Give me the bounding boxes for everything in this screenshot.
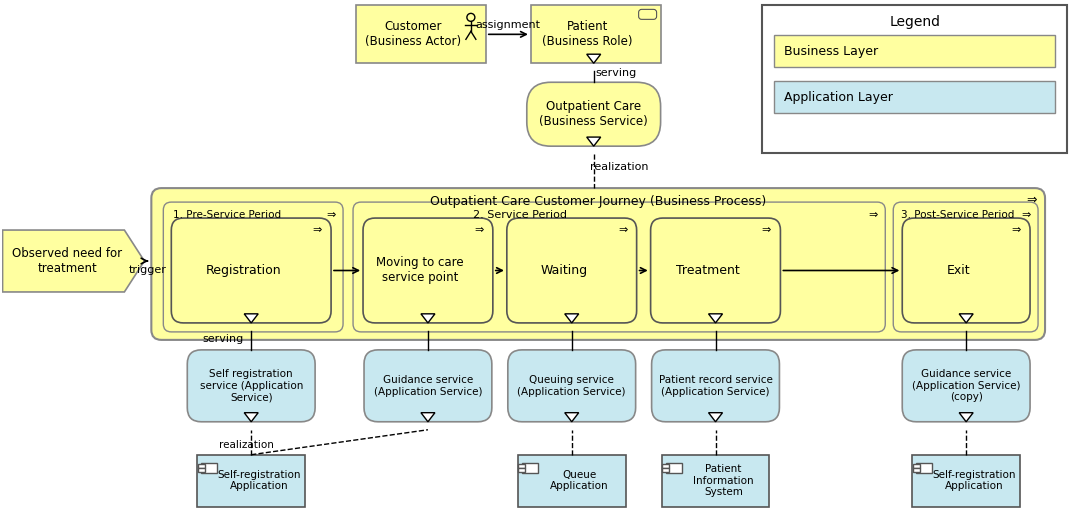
- Text: ⇒: ⇒: [618, 225, 628, 235]
- Bar: [916, 463, 932, 473]
- Polygon shape: [245, 314, 259, 323]
- Text: assignment: assignment: [475, 20, 541, 30]
- Text: realization: realization: [219, 440, 274, 450]
- Bar: [662, 467, 670, 472]
- Bar: [197, 455, 305, 507]
- Text: ⇒: ⇒: [326, 210, 336, 220]
- FancyBboxPatch shape: [651, 350, 779, 422]
- Text: 2. Service Period: 2. Service Period: [473, 210, 567, 220]
- Text: Queue
Application: Queue Application: [550, 470, 609, 491]
- Text: Patient
(Business Role): Patient (Business Role): [543, 20, 633, 48]
- Text: ⇒: ⇒: [312, 225, 322, 235]
- Text: Observed need for
treatment: Observed need for treatment: [13, 247, 122, 275]
- FancyBboxPatch shape: [363, 218, 493, 323]
- Bar: [662, 464, 670, 467]
- Text: Guidance service
(Application Service): Guidance service (Application Service): [373, 375, 482, 396]
- FancyBboxPatch shape: [902, 218, 1030, 323]
- Bar: [665, 463, 681, 473]
- Text: Customer
(Business Actor): Customer (Business Actor): [365, 20, 461, 48]
- Text: Self registration
service (Application
Service): Self registration service (Application S…: [200, 369, 303, 402]
- Bar: [913, 464, 920, 467]
- FancyBboxPatch shape: [163, 202, 343, 332]
- Text: Legend: Legend: [890, 15, 940, 29]
- Bar: [521, 463, 538, 473]
- Text: realization: realization: [590, 162, 649, 172]
- Text: 3. Post-Service Period: 3. Post-Service Period: [901, 210, 1015, 220]
- Text: Self-registration
Application: Self-registration Application: [932, 470, 1016, 491]
- Polygon shape: [245, 413, 259, 422]
- Text: Queuing service
(Application Service): Queuing service (Application Service): [517, 375, 626, 396]
- Polygon shape: [2, 230, 145, 292]
- Text: Guidance service
(Application Service)
(copy): Guidance service (Application Service) (…: [912, 369, 1020, 402]
- Bar: [763, 5, 1067, 153]
- Text: Outpatient Care Customer Journey (Business Process): Outpatient Care Customer Journey (Busine…: [430, 195, 766, 208]
- Text: Business Layer: Business Layer: [784, 45, 879, 58]
- FancyBboxPatch shape: [364, 350, 491, 422]
- Polygon shape: [564, 413, 578, 422]
- FancyBboxPatch shape: [151, 188, 1045, 340]
- Bar: [518, 455, 626, 507]
- Polygon shape: [708, 314, 722, 323]
- Text: ⇒: ⇒: [762, 225, 771, 235]
- Text: ⇒: ⇒: [474, 225, 484, 235]
- Polygon shape: [564, 314, 578, 323]
- Bar: [202, 463, 217, 473]
- FancyBboxPatch shape: [893, 202, 1038, 332]
- Bar: [518, 467, 526, 472]
- Polygon shape: [708, 413, 722, 422]
- Text: ⇒: ⇒: [1021, 210, 1031, 220]
- FancyBboxPatch shape: [506, 218, 636, 323]
- Text: Exit: Exit: [946, 264, 970, 277]
- Bar: [356, 5, 486, 63]
- Bar: [662, 455, 769, 507]
- Polygon shape: [421, 413, 435, 422]
- Text: Outpatient Care
(Business Service): Outpatient Care (Business Service): [540, 100, 648, 128]
- Text: ⇒: ⇒: [869, 210, 878, 220]
- Text: Self-registration
Application: Self-registration Application: [218, 470, 300, 491]
- Bar: [913, 467, 920, 472]
- Text: Treatment: Treatment: [676, 264, 739, 277]
- FancyBboxPatch shape: [172, 218, 332, 323]
- Text: Registration: Registration: [205, 264, 281, 277]
- FancyBboxPatch shape: [527, 82, 661, 146]
- FancyBboxPatch shape: [188, 350, 315, 422]
- Bar: [197, 464, 205, 467]
- Bar: [518, 464, 526, 467]
- FancyBboxPatch shape: [638, 10, 657, 20]
- Text: Patient
Information
System: Patient Information System: [693, 464, 754, 497]
- Bar: [531, 5, 661, 63]
- FancyBboxPatch shape: [508, 350, 635, 422]
- FancyBboxPatch shape: [353, 202, 885, 332]
- FancyBboxPatch shape: [902, 350, 1030, 422]
- Polygon shape: [587, 54, 601, 63]
- Bar: [197, 467, 205, 472]
- Polygon shape: [959, 413, 973, 422]
- Text: 1. Pre-Service Period: 1. Pre-Service Period: [174, 210, 281, 220]
- Polygon shape: [959, 314, 973, 323]
- FancyBboxPatch shape: [650, 218, 780, 323]
- Text: ⇒: ⇒: [1012, 225, 1020, 235]
- Bar: [912, 455, 1020, 507]
- Bar: [775, 81, 1055, 113]
- Text: trigger: trigger: [129, 265, 166, 275]
- Text: ⇒: ⇒: [1026, 193, 1037, 207]
- Text: serving: serving: [203, 334, 244, 344]
- Bar: [775, 36, 1055, 67]
- Text: Moving to care
service point: Moving to care service point: [377, 257, 464, 285]
- Polygon shape: [587, 137, 601, 146]
- Text: Waiting: Waiting: [540, 264, 587, 277]
- Text: Application Layer: Application Layer: [784, 91, 894, 104]
- Text: Patient record service
(Application Service): Patient record service (Application Serv…: [659, 375, 773, 396]
- Polygon shape: [421, 314, 435, 323]
- Text: serving: serving: [596, 68, 636, 78]
